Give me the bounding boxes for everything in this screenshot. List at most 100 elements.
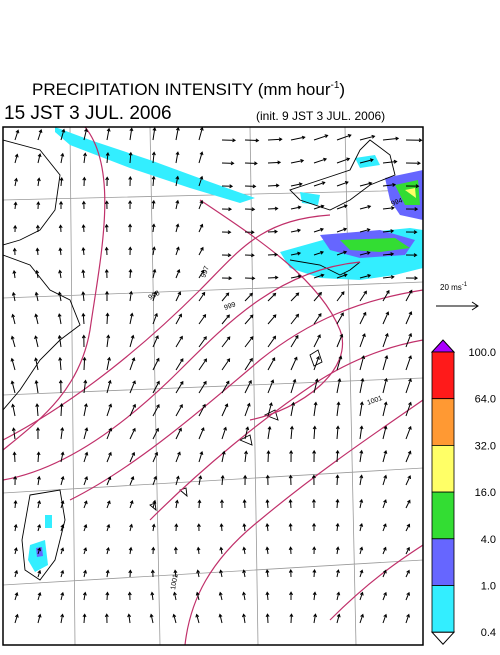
wind-arrow (382, 206, 395, 211)
wind-arrow (221, 380, 230, 394)
wind-arrow (14, 592, 19, 601)
wind-arrow (382, 182, 397, 187)
wind-arrow (244, 450, 248, 463)
wind-arrow (198, 380, 207, 394)
wind-arrow (197, 499, 202, 509)
wind-arrow (198, 199, 204, 210)
wind-arrow (57, 334, 62, 348)
wind-arrow (105, 312, 110, 325)
wind-arrow (57, 313, 62, 325)
wind-arrow (267, 402, 273, 417)
wind-arrow (35, 247, 40, 256)
wind-arrow (221, 276, 233, 281)
wind-arrow (82, 176, 87, 187)
wind-arrow (129, 476, 135, 486)
wind-arrow (128, 268, 133, 279)
wind-arrow (83, 476, 88, 486)
wind-arrow (82, 356, 87, 371)
wind-arrow (196, 569, 201, 578)
wind-arrow (313, 355, 320, 371)
wind-arrow (150, 569, 155, 578)
wind-arrow (104, 613, 109, 624)
wind-arrow (195, 613, 200, 624)
wind-arrow (267, 314, 277, 325)
wind-arrow (198, 313, 207, 325)
wind-arrow (105, 152, 110, 164)
wind-arrow (152, 357, 160, 371)
graticule (3, 127, 423, 645)
wind-arrow (265, 499, 270, 509)
wind-arrow (35, 269, 40, 279)
wind-arrow (14, 613, 19, 624)
wind-arrow (37, 591, 42, 601)
wind-arrow (405, 207, 419, 212)
wind-arrow (313, 334, 321, 348)
wind-arrow (267, 335, 277, 348)
wind-arrow (106, 334, 111, 348)
wind-arrow (60, 524, 65, 532)
colorbar-segment (431, 491, 455, 540)
wind-arrow (221, 161, 235, 166)
wind-arrow (382, 159, 398, 164)
title: PRECIPITATION INTENSITY (mm hour-1) (32, 80, 345, 99)
wind-arrow (220, 474, 225, 486)
wind-arrow (265, 474, 270, 486)
wind-arrow (175, 199, 180, 210)
wind-arrow (335, 425, 340, 440)
isobar-label: 999 (223, 301, 236, 312)
wind-arrow (382, 136, 400, 141)
wind-arrow (405, 184, 420, 189)
wind-arrow (267, 379, 275, 394)
wind-arrow (36, 451, 41, 463)
wind-arrow (266, 450, 271, 463)
wind-arrow (34, 291, 39, 302)
colorbar-segment (431, 538, 455, 586)
wind-arrow (10, 357, 16, 371)
wind-arrow (290, 182, 303, 187)
wind-arrow (129, 451, 136, 463)
wind-arrow (312, 569, 317, 578)
wind-arrow (359, 613, 364, 624)
colorbar-segment (431, 398, 455, 446)
wind-arrow (81, 334, 86, 348)
wind-arrow (151, 199, 156, 210)
wind-arrow (313, 181, 326, 187)
wind-arrow (152, 403, 160, 417)
wind-arrow (11, 313, 16, 325)
wind-arrow (60, 591, 65, 601)
colorbar-segment (431, 585, 455, 633)
isobars (3, 127, 423, 645)
wind-arrow (359, 134, 376, 141)
wind-arrow (265, 591, 270, 601)
wind-arrow (288, 522, 293, 532)
wind-arrow (336, 333, 344, 348)
wind-arrow (359, 401, 364, 417)
wind-arrow (174, 499, 179, 509)
wind-arrow (152, 127, 157, 141)
colorbar-label: 64.0 (475, 394, 496, 406)
colorbar-over (430, 339, 456, 353)
wind-arrow (60, 613, 65, 624)
wind-arrow (267, 357, 276, 371)
wind-arrow (60, 128, 66, 141)
wind-arrow (129, 403, 137, 417)
wind-arrow (60, 500, 65, 509)
wind-arrow (405, 546, 410, 555)
wind-arrow (290, 274, 302, 279)
wind-arrow (82, 591, 87, 601)
wind-arrow (335, 522, 340, 532)
coastlines (3, 139, 396, 581)
wind-arrow (59, 402, 64, 417)
wind-arrow (405, 289, 413, 302)
wind-scale: 20 ms-1 (436, 282, 479, 311)
wind-arrow (129, 357, 136, 371)
wind-arrow (37, 613, 42, 624)
wind-arrow (221, 403, 229, 417)
wind-arrow (359, 204, 372, 210)
wind-arrow (106, 127, 111, 141)
wind-arrow (152, 451, 159, 463)
wind-arrow (129, 523, 133, 532)
wind-arrow (58, 224, 63, 233)
wind-arrow (106, 427, 113, 440)
wind-arrow (175, 403, 183, 417)
